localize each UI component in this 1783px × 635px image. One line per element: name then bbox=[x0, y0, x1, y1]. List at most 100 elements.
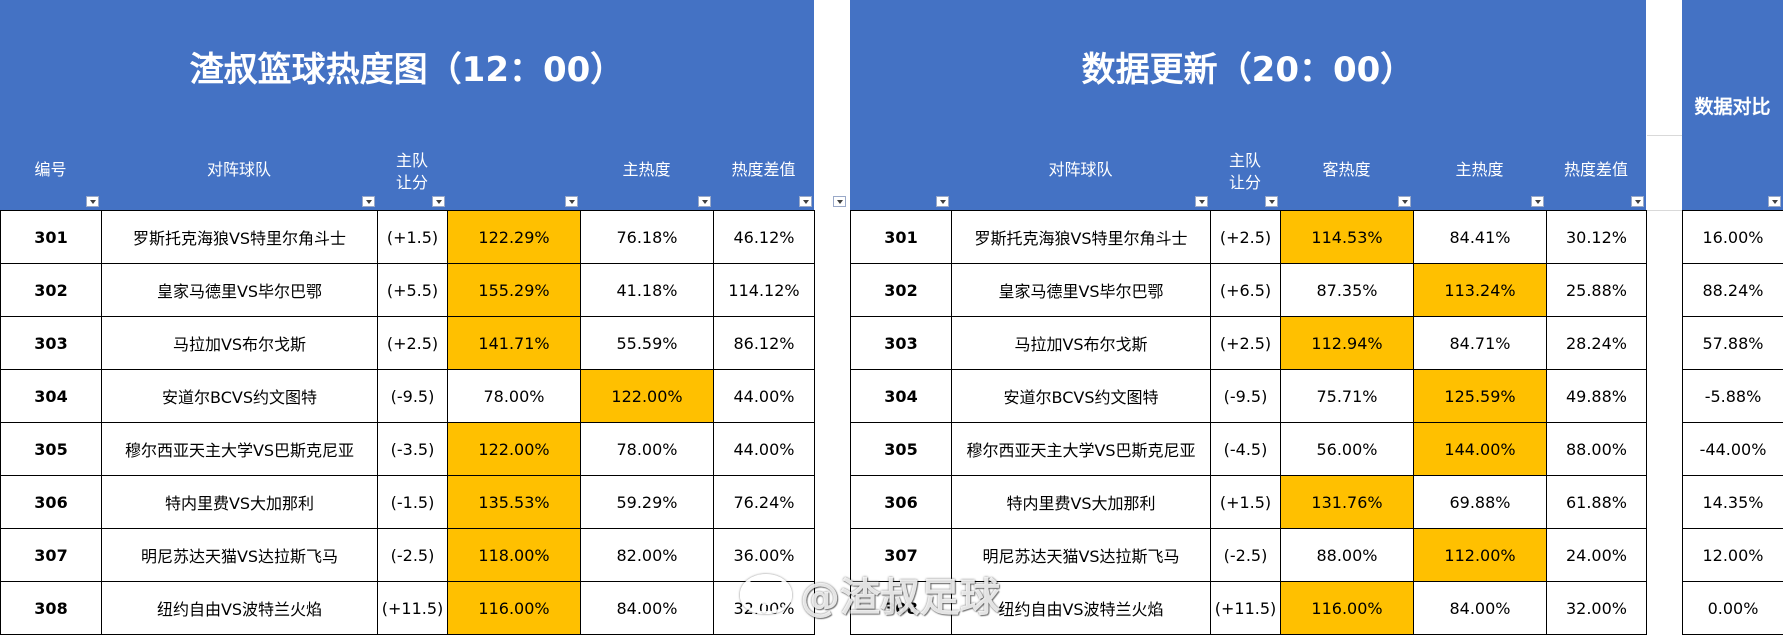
cell-match[interactable]: 罗斯托克海狼VS特里尔角斗士 bbox=[951, 210, 1211, 264]
cell-match[interactable]: 特内里费VS大加那利 bbox=[951, 475, 1211, 529]
cell-id[interactable]: 303 bbox=[850, 316, 952, 370]
cell-id[interactable]: 304 bbox=[0, 369, 102, 423]
cell-compare-value[interactable]: 12.00% bbox=[1682, 528, 1783, 582]
cell-id[interactable]: 308 bbox=[850, 581, 952, 635]
filter-dropdown-icon[interactable] bbox=[86, 196, 99, 207]
cell-home-heat[interactable]: 122.00% bbox=[580, 369, 714, 423]
cell-away-heat[interactable]: 122.29% bbox=[447, 210, 581, 264]
cell-heat-diff[interactable]: 25.88% bbox=[1546, 263, 1647, 317]
cell-id[interactable]: 301 bbox=[0, 210, 102, 264]
cell-heat-diff[interactable]: 76.24% bbox=[713, 475, 815, 529]
cell-heat-diff[interactable]: 24.00% bbox=[1546, 528, 1647, 582]
filter-dropdown-icon[interactable] bbox=[833, 196, 846, 207]
cell-compare-value[interactable]: 16.00% bbox=[1682, 210, 1783, 264]
cell-id[interactable]: 306 bbox=[850, 475, 952, 529]
filter-dropdown-icon[interactable] bbox=[362, 196, 375, 207]
cell-away-heat[interactable]: 56.00% bbox=[1280, 422, 1414, 476]
cell-id[interactable]: 307 bbox=[850, 528, 952, 582]
cell-away-heat[interactable]: 141.71% bbox=[447, 316, 581, 370]
cell-away-heat[interactable]: 112.94% bbox=[1280, 316, 1414, 370]
cell-id[interactable]: 305 bbox=[0, 422, 102, 476]
cell-heat-diff[interactable]: 28.24% bbox=[1546, 316, 1647, 370]
cell-match[interactable]: 明尼苏达天猫VS达拉斯飞马 bbox=[951, 528, 1211, 582]
cell-heat-diff[interactable]: 114.12% bbox=[713, 263, 815, 317]
cell-home-heat[interactable]: 84.00% bbox=[1413, 581, 1547, 635]
cell-heat-diff[interactable]: 44.00% bbox=[713, 422, 815, 476]
cell-id[interactable]: 307 bbox=[0, 528, 102, 582]
cell-match[interactable]: 穆尔西亚天主大学VS巴斯克尼亚 bbox=[101, 422, 378, 476]
cell-id[interactable]: 306 bbox=[0, 475, 102, 529]
filter-dropdown-icon[interactable] bbox=[1398, 196, 1411, 207]
cell-match[interactable]: 安道尔BCVS约文图特 bbox=[101, 369, 378, 423]
cell-away-heat[interactable]: 118.00% bbox=[447, 528, 581, 582]
filter-dropdown-icon[interactable] bbox=[565, 196, 578, 207]
cell-away-heat[interactable]: 114.53% bbox=[1280, 210, 1414, 264]
cell-compare-value[interactable]: 14.35% bbox=[1682, 475, 1783, 529]
cell-match[interactable]: 安道尔BCVS约文图特 bbox=[951, 369, 1211, 423]
cell-home-heat[interactable]: 144.00% bbox=[1413, 422, 1547, 476]
cell-home-heat[interactable]: 84.00% bbox=[580, 581, 714, 635]
filter-dropdown-icon[interactable] bbox=[936, 196, 949, 207]
cell-away-heat[interactable]: 78.00% bbox=[447, 369, 581, 423]
cell-away-heat[interactable]: 87.35% bbox=[1280, 263, 1414, 317]
filter-dropdown-icon[interactable] bbox=[432, 196, 445, 207]
cell-home-heat[interactable]: 84.71% bbox=[1413, 316, 1547, 370]
cell-handicap[interactable]: (-9.5) bbox=[1210, 369, 1281, 423]
cell-match[interactable]: 明尼苏达天猫VS达拉斯飞马 bbox=[101, 528, 378, 582]
cell-match[interactable]: 马拉加VS布尔戈斯 bbox=[101, 316, 378, 370]
cell-handicap[interactable]: (+2.5) bbox=[377, 316, 448, 370]
cell-handicap[interactable]: (-3.5) bbox=[377, 422, 448, 476]
cell-heat-diff[interactable]: 32.00% bbox=[1546, 581, 1647, 635]
filter-dropdown-icon[interactable] bbox=[698, 196, 711, 207]
cell-id[interactable]: 302 bbox=[850, 263, 952, 317]
cell-home-heat[interactable]: 113.24% bbox=[1413, 263, 1547, 317]
cell-away-heat[interactable]: 131.76% bbox=[1280, 475, 1414, 529]
cell-heat-diff[interactable]: 49.88% bbox=[1546, 369, 1647, 423]
cell-home-heat[interactable]: 41.18% bbox=[580, 263, 714, 317]
cell-handicap[interactable]: (+11.5) bbox=[1210, 581, 1281, 635]
cell-match[interactable]: 马拉加VS布尔戈斯 bbox=[951, 316, 1211, 370]
cell-id[interactable]: 303 bbox=[0, 316, 102, 370]
cell-heat-diff[interactable]: 61.88% bbox=[1546, 475, 1647, 529]
cell-away-heat[interactable]: 116.00% bbox=[1280, 581, 1414, 635]
cell-heat-diff[interactable]: 46.12% bbox=[713, 210, 815, 264]
filter-dropdown-icon[interactable] bbox=[799, 196, 812, 207]
cell-away-heat[interactable]: 122.00% bbox=[447, 422, 581, 476]
cell-match[interactable]: 皇家马德里VS毕尔巴鄂 bbox=[951, 263, 1211, 317]
filter-dropdown-icon[interactable] bbox=[1768, 196, 1781, 207]
cell-heat-diff[interactable]: 88.00% bbox=[1546, 422, 1647, 476]
cell-home-heat[interactable]: 55.59% bbox=[580, 316, 714, 370]
cell-away-heat[interactable]: 116.00% bbox=[447, 581, 581, 635]
cell-handicap[interactable]: (-2.5) bbox=[377, 528, 448, 582]
cell-home-heat[interactable]: 78.00% bbox=[580, 422, 714, 476]
cell-id[interactable]: 308 bbox=[0, 581, 102, 635]
filter-dropdown-icon[interactable] bbox=[1531, 196, 1544, 207]
cell-handicap[interactable]: (+1.5) bbox=[377, 210, 448, 264]
cell-match[interactable]: 纽约自由VS波特兰火焰 bbox=[101, 581, 378, 635]
cell-home-heat[interactable]: 82.00% bbox=[580, 528, 714, 582]
filter-dropdown-icon[interactable] bbox=[1631, 196, 1644, 207]
cell-home-heat[interactable]: 76.18% bbox=[580, 210, 714, 264]
cell-heat-diff[interactable]: 36.00% bbox=[713, 528, 815, 582]
cell-handicap[interactable]: (+1.5) bbox=[1210, 475, 1281, 529]
cell-handicap[interactable]: (+2.5) bbox=[1210, 210, 1281, 264]
cell-compare-value[interactable]: 88.24% bbox=[1682, 263, 1783, 317]
cell-match[interactable]: 罗斯托克海狼VS特里尔角斗士 bbox=[101, 210, 378, 264]
filter-dropdown-icon[interactable] bbox=[1195, 196, 1208, 207]
cell-handicap[interactable]: (+11.5) bbox=[377, 581, 448, 635]
cell-match[interactable]: 纽约自由VS波特兰火焰 bbox=[951, 581, 1211, 635]
cell-match[interactable]: 特内里费VS大加那利 bbox=[101, 475, 378, 529]
cell-match[interactable]: 穆尔西亚天主大学VS巴斯克尼亚 bbox=[951, 422, 1211, 476]
cell-id[interactable]: 302 bbox=[0, 263, 102, 317]
cell-away-heat[interactable]: 75.71% bbox=[1280, 369, 1414, 423]
cell-compare-value[interactable]: -44.00% bbox=[1682, 422, 1783, 476]
cell-handicap[interactable]: (-9.5) bbox=[377, 369, 448, 423]
cell-handicap[interactable]: (-4.5) bbox=[1210, 422, 1281, 476]
cell-handicap[interactable]: (+6.5) bbox=[1210, 263, 1281, 317]
cell-compare-value[interactable]: -5.88% bbox=[1682, 369, 1783, 423]
cell-handicap[interactable]: (-1.5) bbox=[377, 475, 448, 529]
cell-id[interactable]: 304 bbox=[850, 369, 952, 423]
cell-away-heat[interactable]: 88.00% bbox=[1280, 528, 1414, 582]
cell-id[interactable]: 305 bbox=[850, 422, 952, 476]
cell-home-heat[interactable]: 84.41% bbox=[1413, 210, 1547, 264]
